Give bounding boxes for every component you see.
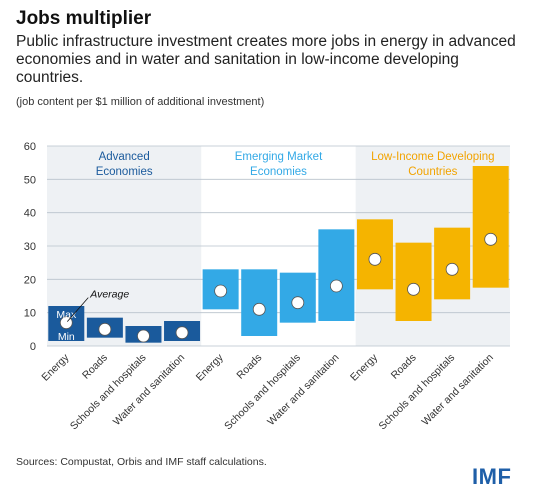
x-tick-label: Schools and hospitals bbox=[68, 352, 149, 433]
y-tick-label: 60 bbox=[24, 141, 36, 153]
average-annotation: Average bbox=[89, 289, 129, 301]
average-marker bbox=[445, 262, 459, 276]
x-tick-label: Schools and hospitals bbox=[222, 352, 303, 433]
group-label: Low-Income Developing bbox=[371, 151, 494, 163]
x-tick-label: Schools and hospitals bbox=[377, 352, 458, 433]
average-marker bbox=[214, 284, 228, 298]
range-bar-chart: 0 10 20 30 40 50 60 Advanced Economies Emerging M… bbox=[24, 141, 510, 433]
average-marker bbox=[368, 252, 382, 266]
x-tick-label: Roads bbox=[80, 352, 110, 382]
range-bar bbox=[395, 242, 432, 321]
x-tick-label: Roads bbox=[234, 352, 264, 382]
y-tick-label: 50 bbox=[24, 174, 36, 186]
y-tick-label: 20 bbox=[24, 274, 36, 286]
chart-subtitle: Public infrastructure investment creates… bbox=[16, 33, 516, 86]
range-bar bbox=[241, 269, 278, 336]
y-tick-label: 0 bbox=[30, 341, 36, 353]
y-tick-label: 10 bbox=[24, 308, 36, 320]
x-tick-label: Water and sanitation bbox=[111, 352, 187, 428]
average-marker bbox=[252, 302, 266, 316]
average-marker bbox=[407, 282, 420, 296]
group-label: Countries bbox=[408, 166, 457, 178]
x-tick-label: Energy bbox=[194, 351, 227, 384]
min-annotation: Min bbox=[58, 331, 75, 343]
x-tick-label: Energy bbox=[39, 351, 72, 384]
imf-logo: IMF bbox=[472, 464, 512, 489]
range-bar bbox=[318, 229, 355, 321]
average-marker bbox=[291, 296, 305, 310]
group-label: Advanced bbox=[99, 151, 150, 163]
average-marker bbox=[98, 322, 112, 336]
x-tick-label: Energy bbox=[348, 351, 381, 384]
average-marker bbox=[484, 232, 498, 246]
units-note: (job content per $1 million of additiona… bbox=[16, 96, 265, 108]
max-annotation: Max bbox=[56, 309, 77, 321]
x-tick-label: Roads bbox=[389, 352, 419, 382]
chart-title: Jobs multiplier bbox=[16, 8, 152, 29]
x-tick-label: Water and sanitation bbox=[420, 352, 496, 428]
average-marker bbox=[137, 329, 150, 343]
y-tick-label: 40 bbox=[24, 208, 36, 220]
y-tick-label: 30 bbox=[24, 241, 36, 253]
group-label: Economies bbox=[250, 166, 307, 178]
average-marker bbox=[329, 279, 343, 293]
average-marker bbox=[175, 326, 189, 340]
range-bar bbox=[472, 166, 509, 288]
average-leader-line bbox=[66, 297, 89, 322]
source-note: Sources: Compustat, Orbis and IMF staff … bbox=[16, 456, 267, 468]
x-tick-label: Water and sanitation bbox=[265, 352, 341, 428]
group-label: Emerging Market bbox=[235, 151, 323, 163]
group-label: Economies bbox=[96, 166, 153, 178]
